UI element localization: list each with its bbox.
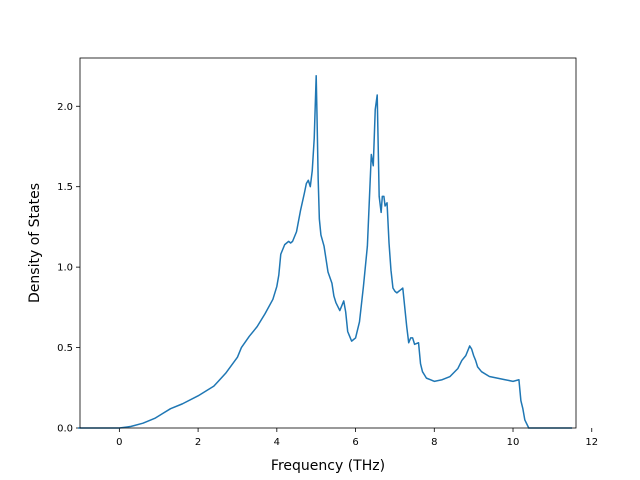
- dos-line: [78, 74, 573, 429]
- x-tick-marks: 0 2 4 6 8 10 12: [116, 428, 598, 448]
- x-tick-label: 8: [431, 437, 437, 448]
- x-tick-label: 2: [195, 437, 201, 448]
- x-axis-label: Frequency (THz): [271, 458, 385, 474]
- y-tick-label: 1.5: [57, 182, 73, 193]
- plot-frame: [79, 57, 577, 429]
- x-tick-label: 4: [274, 437, 280, 448]
- y-tick-marks: 0.0 0.5 1.0 1.5 2.0: [57, 102, 80, 435]
- y-tick-label: 2.0: [57, 102, 73, 113]
- x-tick-label: 6: [352, 437, 358, 448]
- y-tick-label: 0.0: [57, 424, 73, 435]
- y-axis-label: Density of States: [27, 183, 43, 303]
- x-tick-label: 0: [116, 437, 122, 448]
- y-tick-label: 1.0: [57, 263, 73, 274]
- x-tick-label: 12: [585, 437, 598, 448]
- y-tick-label: 0.5: [57, 343, 73, 354]
- x-tick-label: 10: [507, 437, 520, 448]
